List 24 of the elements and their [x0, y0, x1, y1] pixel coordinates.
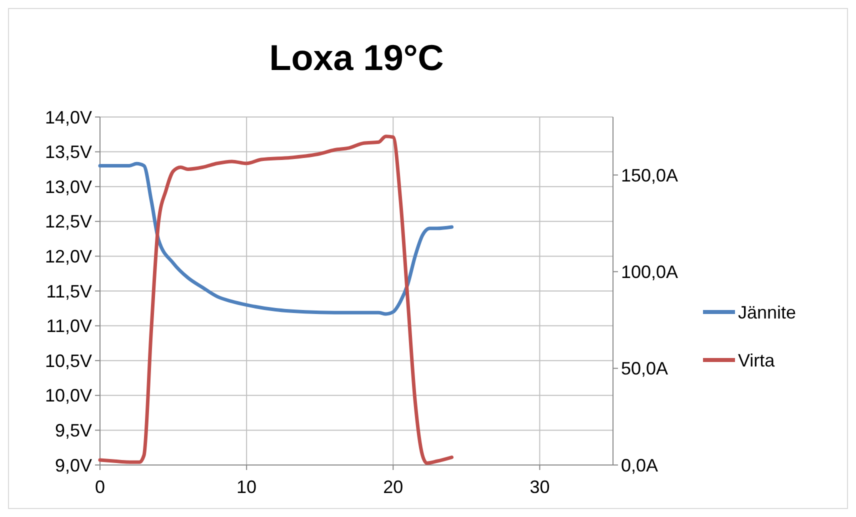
line-series: [98, 162, 454, 316]
y-tick-label: 13,0V: [44, 176, 92, 197]
y-tick-label: 13,5V: [44, 142, 92, 162]
line-series: [98, 134, 454, 465]
y2-tick-label: 100,0A: [621, 262, 678, 282]
y-tick-label: 14,0V: [44, 107, 92, 128]
y-tick-label: 11,0V: [46, 316, 92, 336]
chart-title: Loxa 19°C: [269, 37, 444, 78]
x-tick-label: 30: [530, 477, 550, 497]
y-tick-label: 9,5V: [54, 420, 92, 440]
y2-tick-label: 150,0A: [621, 165, 678, 186]
y2-tick-label: 50,0A: [621, 358, 668, 379]
x-tick-label: 0: [94, 477, 106, 497]
y-tick-label: 12,0V: [44, 246, 92, 266]
y-tick-label: 12,5V: [44, 212, 92, 232]
x-tick-label: 10: [236, 477, 257, 497]
x-tick-label: 20: [383, 477, 404, 497]
y-tick-label: 9,0V: [54, 455, 92, 476]
y-tick-label: 11,5V: [46, 281, 92, 302]
y-tick-label: 10,5V: [44, 350, 92, 371]
y-tick-label: 10,0V: [44, 386, 92, 406]
legend-label: Virta: [738, 350, 776, 370]
legend-label: Jännite: [738, 302, 796, 322]
y2-tick-label: 0,0A: [621, 455, 658, 476]
